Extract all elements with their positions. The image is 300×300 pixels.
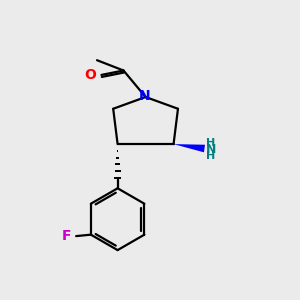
Text: O: O — [84, 68, 96, 82]
Polygon shape — [174, 144, 205, 152]
Text: N: N — [139, 89, 151, 103]
Text: H: H — [206, 138, 215, 148]
Text: N: N — [206, 142, 216, 156]
Text: H: H — [206, 151, 215, 160]
Text: F: F — [62, 229, 72, 243]
